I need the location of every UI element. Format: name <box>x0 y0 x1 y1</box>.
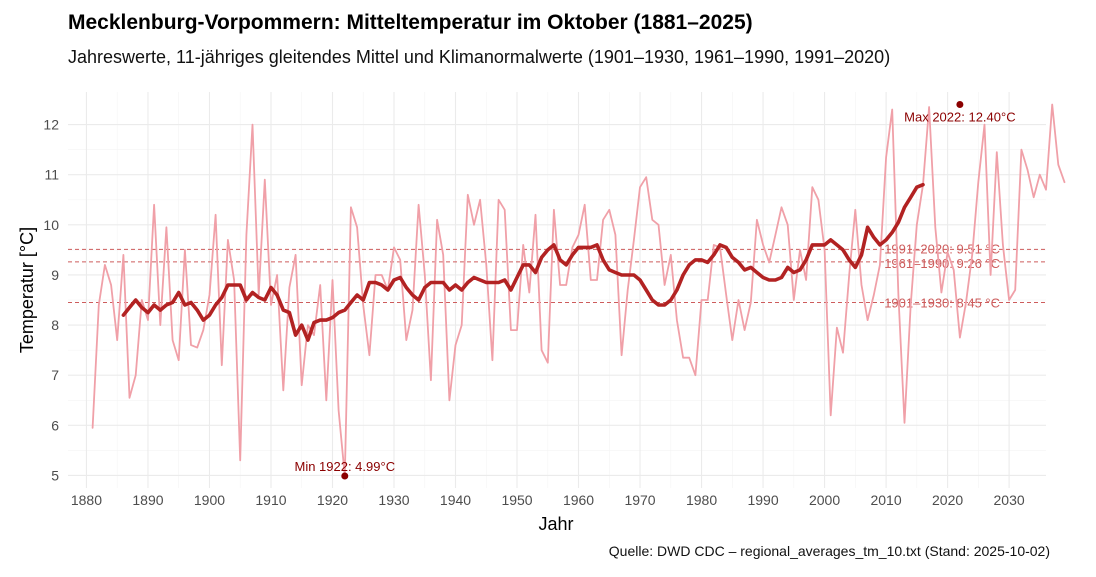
y-tick-label: 10 <box>43 217 59 233</box>
series-layer <box>91 103 1066 477</box>
x-tick-label: 1950 <box>501 492 532 508</box>
x-axis-ticks: 1880 1890 1900 1910 1920 1930 1940 1950 1960 1970… <box>71 492 1025 508</box>
max-point <box>956 101 964 109</box>
annotations: Max 2022: 12.40°C Min 1922: 4.99°C <box>294 101 1016 480</box>
chart-subtitle: Jahreswerte, 11-jähriges gleitendes Mitt… <box>68 47 891 67</box>
y-tick-label: 12 <box>43 117 59 133</box>
reference-line-label: 1961–1990: 9.26 °C <box>884 256 1000 271</box>
min-point <box>341 472 349 480</box>
x-tick-label: 1890 <box>132 492 163 508</box>
source-caption: Quelle: DWD CDC – regional_averages_tm_1… <box>608 543 1050 559</box>
reference-line-label: 1991–2020: 9.51 °C <box>884 241 1000 256</box>
y-axis-ticks: 5 6 7 8 9 10 11 12 <box>43 117 59 484</box>
y-tick-label: 6 <box>51 417 59 433</box>
x-tick-label: 1920 <box>317 492 348 508</box>
x-tick-label: 2000 <box>809 492 840 508</box>
x-tick-label: 1960 <box>563 492 594 508</box>
x-tick-label: 1930 <box>378 492 409 508</box>
y-tick-label: 11 <box>44 167 59 183</box>
y-tick-label: 5 <box>51 467 59 483</box>
x-tick-label: 1970 <box>624 492 655 508</box>
grid <box>68 92 1046 488</box>
x-tick-label: 2010 <box>870 492 901 508</box>
x-tick-label: 1900 <box>194 492 225 508</box>
x-tick-label: 2020 <box>932 492 963 508</box>
annual-values-line <box>91 103 1066 477</box>
x-tick-label: 1980 <box>686 492 717 508</box>
max-label: Max 2022: 12.40°C <box>904 110 1015 125</box>
reference-line-label: 1901–1930: 8.45 °C <box>884 296 1000 311</box>
x-tick-label: 1880 <box>71 492 102 508</box>
y-axis-title: Temperatur [°C] <box>17 227 37 353</box>
x-tick-label: 2030 <box>994 492 1025 508</box>
chart-title: Mecklenburg-Vorpommern: Mitteltemperatur… <box>68 11 753 34</box>
x-axis-title: Jahr <box>538 514 573 534</box>
x-tick-label: 1910 <box>255 492 286 508</box>
y-tick-label: 7 <box>51 367 59 383</box>
x-tick-label: 1940 <box>440 492 471 508</box>
moving-average-line <box>121 182 925 342</box>
x-tick-label: 1990 <box>747 492 778 508</box>
y-tick-label: 9 <box>51 267 59 283</box>
min-label: Min 1922: 4.99°C <box>294 459 395 474</box>
y-tick-label: 8 <box>51 317 59 333</box>
